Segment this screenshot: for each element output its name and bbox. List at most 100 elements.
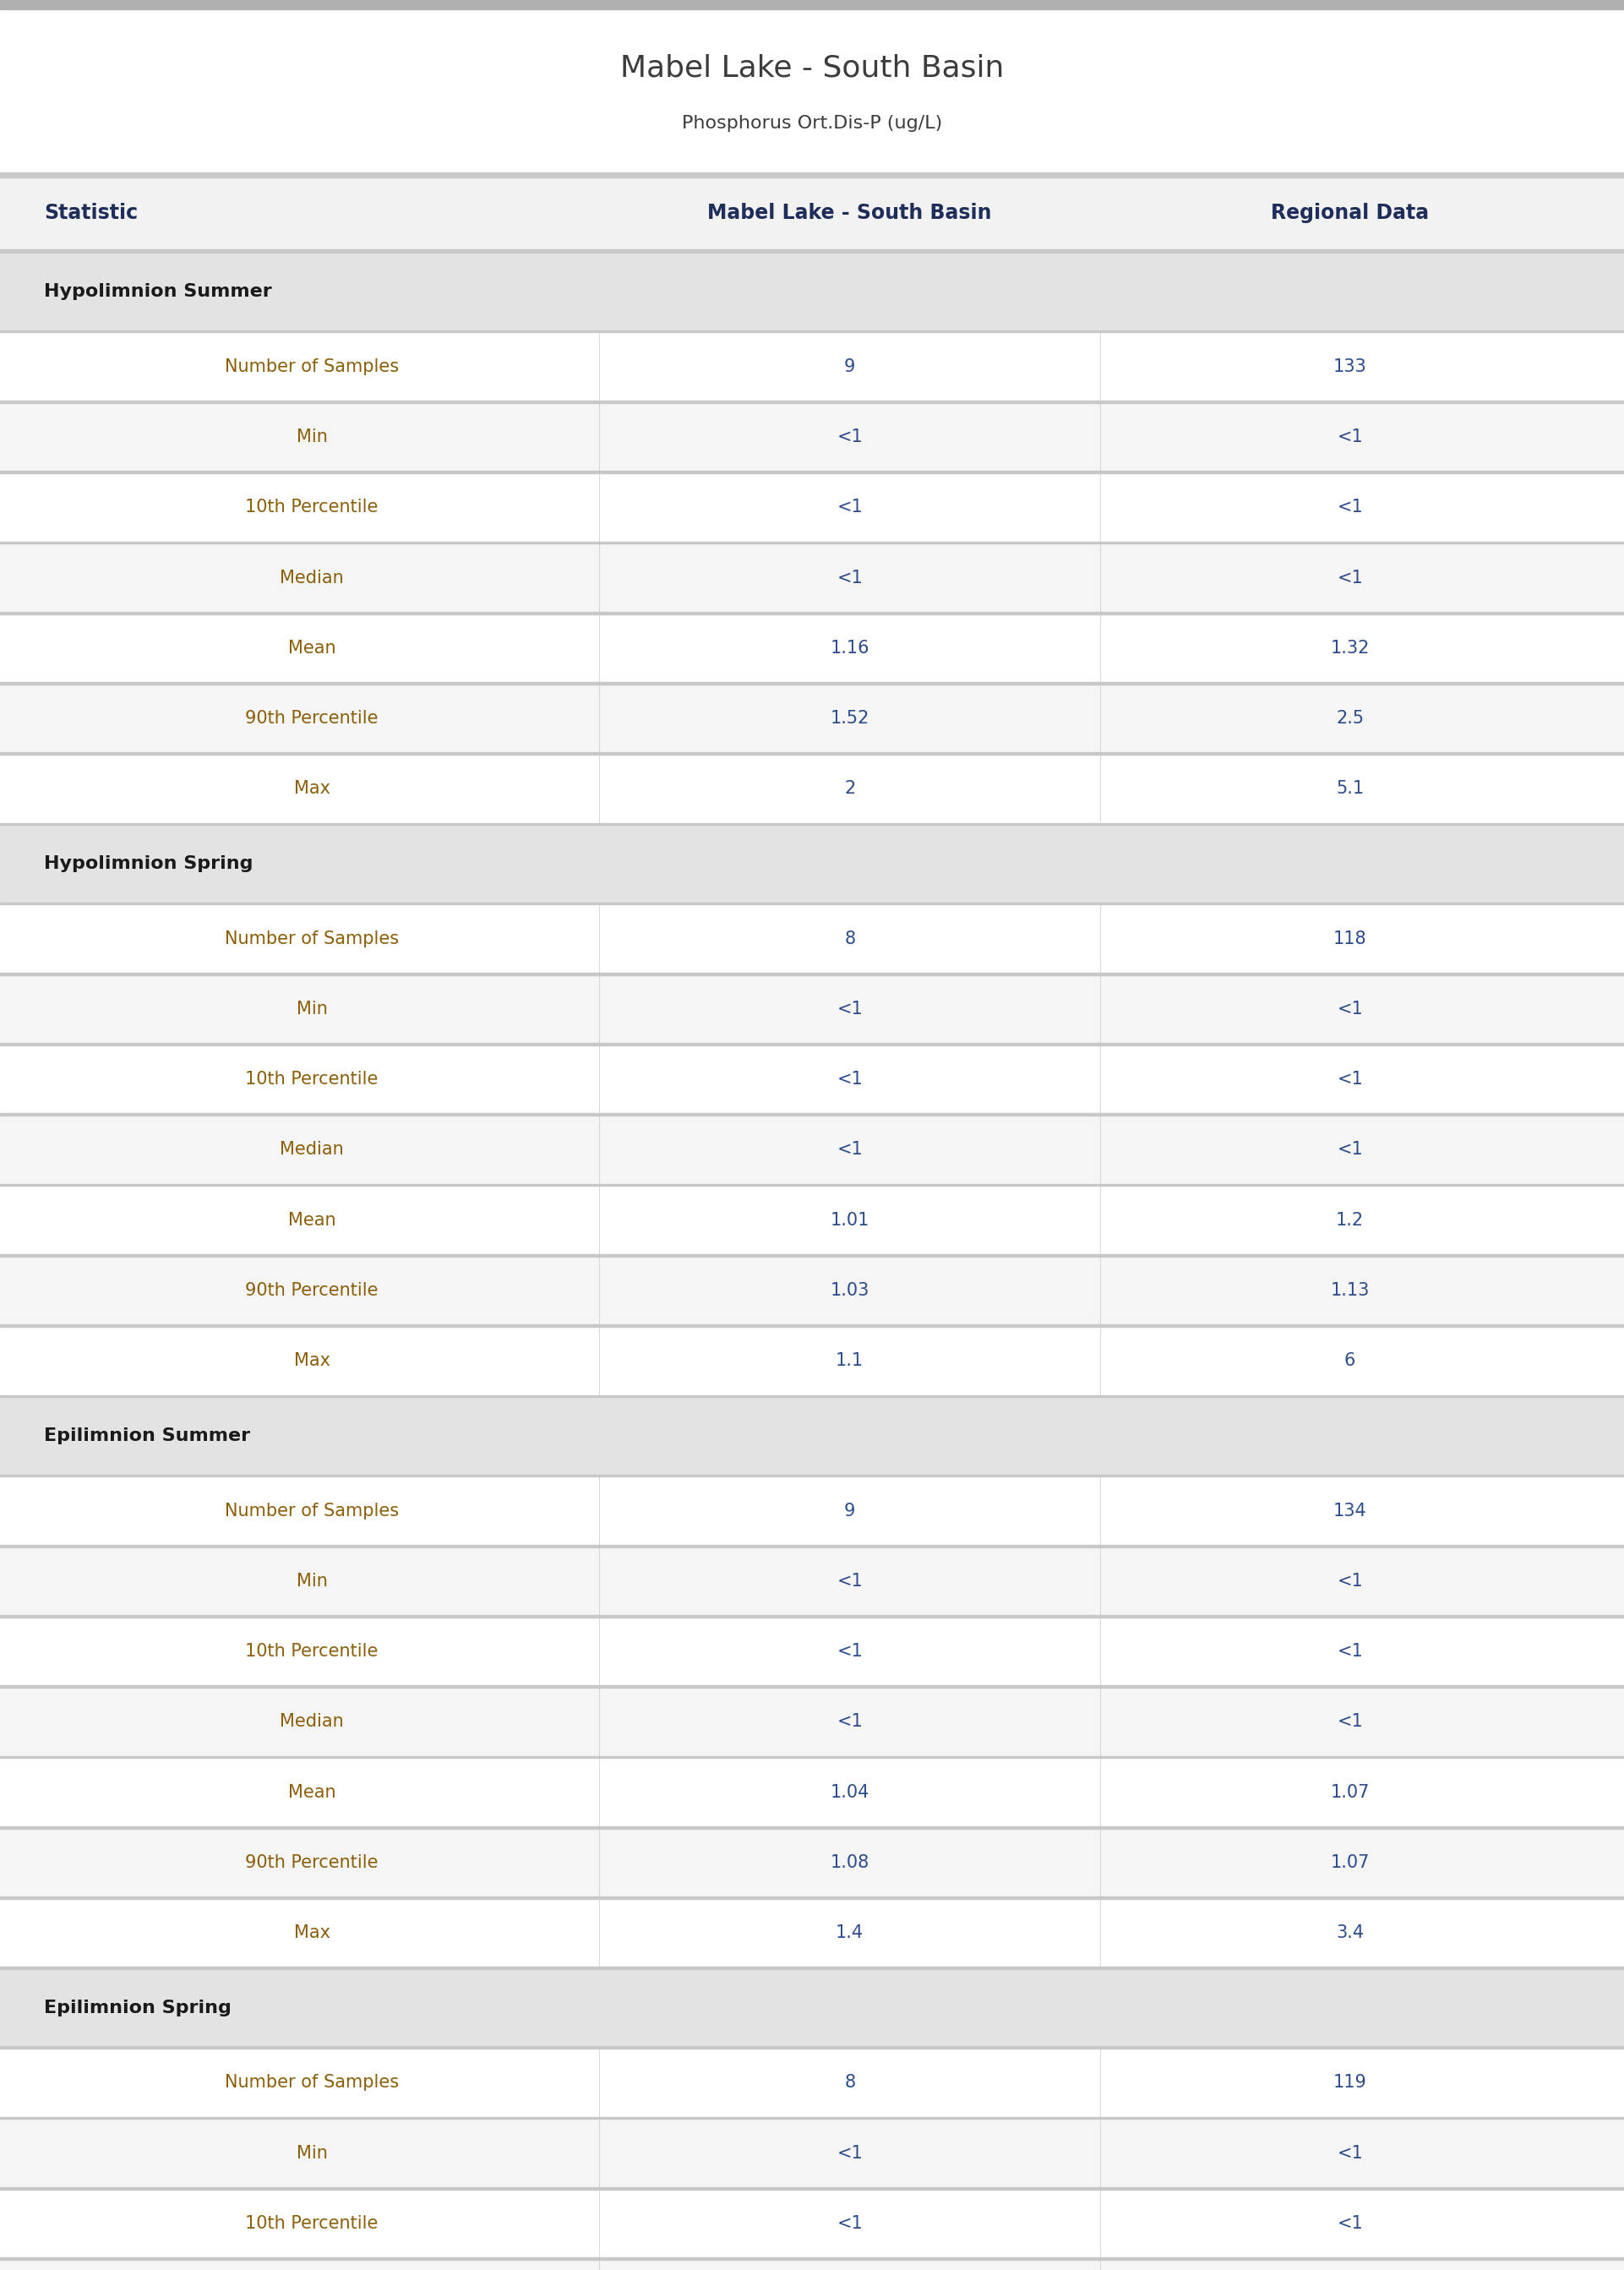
Bar [0,1046,1624,1115]
Bar [0,254,1624,331]
Bar [0,1117,1624,1185]
Text: Mean: Mean [287,1784,336,1800]
Text: <1: <1 [836,499,862,515]
Text: <1: <1 [836,570,862,586]
Text: 10th Percentile: 10th Percentile [245,499,378,515]
Bar [0,0,1624,9]
Text: Median: Median [279,570,344,586]
Text: <1: <1 [1337,1714,1363,1730]
Bar [0,2048,1624,2050]
Bar [0,1328,1624,1396]
Text: 1.1: 1.1 [836,1353,864,1369]
Bar [0,1546,1624,1548]
Text: Max: Max [294,781,330,797]
Text: 1.52: 1.52 [830,711,869,726]
Text: <1: <1 [836,1071,862,1087]
Bar [0,1968,1624,1970]
Text: 1.07: 1.07 [1330,1784,1369,1800]
Bar [0,470,1624,474]
Bar [0,1689,1624,1757]
Text: 1.4: 1.4 [836,1925,864,1941]
Text: <1: <1 [1337,499,1363,515]
Bar [0,754,1624,756]
Text: 8: 8 [844,2075,856,2091]
Text: 3.4: 3.4 [1337,1925,1364,1941]
Text: Number of Samples: Number of Samples [224,1503,400,1519]
Bar [0,824,1624,826]
Text: Median: Median [279,1142,344,1158]
Text: 9: 9 [844,359,856,375]
Bar [0,1476,1624,1478]
Text: 10th Percentile: 10th Percentile [245,2216,378,2231]
Text: Phosphorus Ort.Dis-P (ug/L): Phosphorus Ort.Dis-P (ug/L) [682,116,942,132]
Text: Min: Min [296,429,328,445]
Text: Number of Samples: Number of Samples [224,931,400,947]
Bar [0,1044,1624,1046]
Text: <1: <1 [1337,1573,1363,1589]
Bar [0,173,1624,177]
Text: 1.2: 1.2 [1337,1212,1364,1228]
Bar [0,2191,1624,2259]
Text: 119: 119 [1333,2075,1367,2091]
Text: Min: Min [296,1573,328,1589]
Text: 90th Percentile: 90th Percentile [245,1283,378,1298]
Text: Median: Median [279,1714,344,1730]
Bar [0,1115,1624,1117]
Text: 1.16: 1.16 [830,640,869,656]
Bar [0,1616,1624,1619]
Bar [0,2188,1624,2191]
Text: Min: Min [296,2145,328,2161]
Text: Number of Samples: Number of Samples [224,2075,400,2091]
Bar [0,545,1624,613]
Bar [0,683,1624,686]
Text: 90th Percentile: 90th Percentile [245,711,378,726]
Bar [0,404,1624,472]
Text: 2: 2 [844,781,856,797]
Text: 1.07: 1.07 [1330,1855,1369,1870]
Text: 9: 9 [844,1503,856,1519]
Text: 1.04: 1.04 [830,1784,869,1800]
Bar [0,543,1624,545]
Text: Epilimnion Summer: Epilimnion Summer [44,1428,250,1444]
Bar [0,1759,1624,1827]
Bar [0,1827,1624,1830]
Bar [0,250,1624,254]
Bar [0,334,1624,402]
Bar [0,974,1624,976]
Text: <1: <1 [836,2145,862,2161]
Text: <1: <1 [836,1142,862,1158]
Bar [0,756,1624,824]
Text: Hypolimnion Summer: Hypolimnion Summer [44,284,271,300]
Bar [0,2050,1624,2118]
Text: <1: <1 [1337,1643,1363,1659]
Text: Max: Max [294,1925,330,1941]
Text: 10th Percentile: 10th Percentile [245,1643,378,1659]
Bar [0,1185,1624,1187]
Bar [0,613,1624,615]
Bar [0,903,1624,906]
Bar [0,906,1624,974]
Bar [0,2120,1624,2188]
Text: Hypolimnion Spring: Hypolimnion Spring [44,856,253,872]
Text: 133: 133 [1333,359,1367,375]
Bar [0,1830,1624,1898]
Text: <1: <1 [836,2216,862,2231]
Text: Epilimnion Spring: Epilimnion Spring [44,2000,231,2016]
Bar [0,2261,1624,2270]
Text: Mabel Lake - South Basin: Mabel Lake - South Basin [620,54,1004,82]
Text: <1: <1 [1337,570,1363,586]
Bar [0,615,1624,683]
Text: Max: Max [294,1353,330,1369]
Text: Statistic: Statistic [44,204,138,222]
Text: Mean: Mean [287,1212,336,1228]
Text: 1.32: 1.32 [1330,640,1369,656]
Bar [0,474,1624,543]
Text: 90th Percentile: 90th Percentile [245,1855,378,1870]
Bar [0,329,1624,331]
Bar [0,1900,1624,1968]
Bar [0,1187,1624,1255]
Text: 2.5: 2.5 [1337,711,1364,726]
Bar [0,1970,1624,2048]
Text: 6: 6 [1345,1353,1356,1369]
Bar [0,1478,1624,1546]
